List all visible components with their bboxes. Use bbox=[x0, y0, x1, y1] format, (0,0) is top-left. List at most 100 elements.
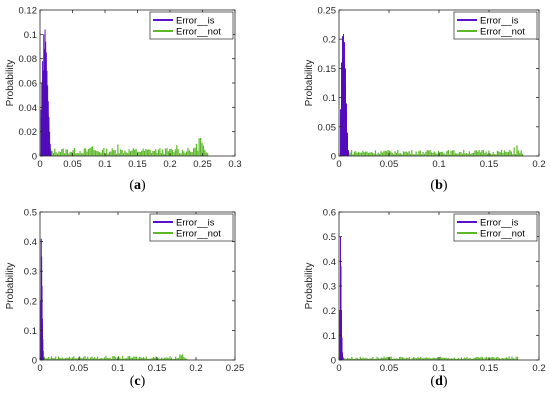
y-tick-label: 0.1 bbox=[24, 30, 37, 41]
y-tick-label: 0.04 bbox=[19, 103, 38, 114]
y-tick-label: 0.1 bbox=[24, 326, 37, 337]
legend-label: Error__is bbox=[176, 218, 215, 229]
caption-letter: c bbox=[134, 374, 140, 389]
y-tick-label: 0 bbox=[331, 152, 336, 163]
y-tick-label: 0 bbox=[32, 356, 37, 367]
caption-letter: a bbox=[134, 178, 141, 193]
legend-label: Error__not bbox=[176, 229, 221, 240]
caption: (d) bbox=[430, 374, 447, 389]
x-tick-label: 0.25 bbox=[193, 159, 212, 170]
x-tick-label: 0.2 bbox=[189, 363, 202, 374]
x-tick-label: 0.1 bbox=[432, 159, 445, 170]
legend-box bbox=[453, 213, 538, 242]
y-tick-label: 0.12 bbox=[19, 6, 38, 17]
chart-d: 0 0.05 0.1 0.15 0.2 0 0.1 0.2 0.3 0.4 0.5 0.6 Probab… bbox=[304, 208, 546, 390]
x-tick-label: 0.2 bbox=[163, 159, 176, 170]
x-tick-label: 0.2 bbox=[532, 159, 545, 170]
y-tick-label: 0.02 bbox=[19, 127, 38, 138]
caption-open: ( bbox=[430, 178, 435, 193]
legend-box bbox=[149, 11, 234, 40]
legend-label: Error__is bbox=[480, 16, 519, 27]
x-axis: 0 0.05 0.1 0.15 0.2 bbox=[336, 10, 546, 170]
x-tick-label: 0.3 bbox=[228, 159, 241, 170]
caption-close: ) bbox=[141, 374, 146, 389]
y-tick-label: 0.3 bbox=[323, 282, 336, 293]
y-tick-label: 0 bbox=[32, 152, 37, 163]
x-tick-label: 0 bbox=[37, 159, 42, 170]
x-tick-label: 0.05 bbox=[380, 363, 399, 374]
axes-frame bbox=[39, 211, 236, 361]
x-axis: 0 0.05 0.1 0.15 0.2 0.25 0.3 bbox=[37, 10, 242, 170]
x-tick-label: 0.15 bbox=[128, 159, 147, 170]
x-tick-label: 0.15 bbox=[480, 363, 499, 374]
y-tick-label: 0 bbox=[331, 356, 336, 367]
x-tick-label: 0.1 bbox=[98, 159, 111, 170]
y-tick-label: 0.05 bbox=[318, 122, 337, 133]
x-tick-label: 0.2 bbox=[532, 363, 545, 374]
x-tick-label: 0.25 bbox=[226, 363, 245, 374]
y-tick-label: 0.2 bbox=[24, 296, 37, 307]
y-tick-label: 0.15 bbox=[318, 64, 337, 75]
y-axis: 0 0.1 0.2 0.3 0.4 0.5 bbox=[24, 208, 235, 367]
x-tick-label: 0.15 bbox=[148, 363, 167, 374]
y-tick-label: 0.3 bbox=[24, 267, 37, 278]
y-tick-label: 0.2 bbox=[323, 35, 336, 46]
legend-label: Error__not bbox=[176, 27, 221, 38]
y-tick-label: 0.6 bbox=[323, 208, 336, 219]
legend-box bbox=[149, 213, 234, 242]
chart-b: 0 0.05 0.1 0.15 0.2 0 0.05 0.1 0.15 0.2 0.25 Probab… bbox=[304, 6, 546, 194]
caption-close: ) bbox=[141, 178, 146, 193]
legend-label: Error__not bbox=[480, 27, 525, 38]
caption: (b) bbox=[430, 178, 447, 193]
y-axis-label: Probability bbox=[304, 60, 315, 107]
x-tick-label: 0 bbox=[37, 363, 42, 374]
y-tick-label: 0.1 bbox=[323, 331, 336, 342]
chart-c: 0 0.05 0.1 0.15 0.2 0.25 0 0.1 0.2 0.3 0.4 0.5 Proba… bbox=[5, 208, 244, 390]
x-tick-label: 0.05 bbox=[63, 159, 82, 170]
y-axis-label: Probability bbox=[5, 263, 16, 310]
caption-letter: b bbox=[435, 178, 443, 193]
y-tick-label: 0.1 bbox=[323, 93, 336, 104]
caption: (c) bbox=[130, 374, 146, 389]
y-axis: 0 0.05 0.1 0.15 0.2 0.25 bbox=[318, 6, 539, 163]
x-tick-label: 0 bbox=[336, 159, 341, 170]
x-axis: 0 0.05 0.1 0.15 0.2 0.25 bbox=[37, 212, 244, 374]
caption-open: ( bbox=[130, 374, 135, 389]
caption-close: ) bbox=[443, 178, 448, 193]
y-tick-label: 0.08 bbox=[19, 54, 38, 65]
x-tick-label: 0.1 bbox=[432, 363, 445, 374]
x-tick-label: 0.15 bbox=[480, 159, 499, 170]
series-error-is bbox=[40, 29, 52, 157]
x-tick-label: 0 bbox=[336, 363, 341, 374]
legend-label: Error__is bbox=[480, 218, 519, 229]
x-tick-label: 0.05 bbox=[70, 363, 89, 374]
y-axis-label: Probability bbox=[304, 263, 315, 310]
y-tick-label: 0.06 bbox=[19, 79, 38, 90]
x-tick-label: 0.05 bbox=[380, 159, 399, 170]
caption: (a) bbox=[129, 178, 146, 193]
x-tick-label: 0.1 bbox=[111, 363, 124, 374]
y-tick-label: 0.4 bbox=[323, 257, 336, 268]
caption-close: ) bbox=[443, 374, 448, 389]
y-axis-label: Probability bbox=[5, 60, 16, 107]
y-tick-label: 0.2 bbox=[323, 306, 336, 317]
y-tick-label: 0.5 bbox=[323, 232, 336, 243]
chart-a: 0 0.05 0.1 0.15 0.2 0.25 0.300.020.040.060.080… bbox=[5, 6, 242, 194]
caption-open: ( bbox=[129, 178, 134, 193]
legend-box bbox=[453, 11, 538, 40]
legend-label: Error__is bbox=[176, 16, 215, 27]
y-tick-label: 0.4 bbox=[24, 237, 37, 248]
legend-label: Error__not bbox=[480, 229, 525, 240]
y-tick-label: 0.25 bbox=[318, 6, 337, 17]
series-error-is bbox=[340, 33, 349, 157]
series-error-not bbox=[345, 145, 524, 156]
y-axis: 0 0.02 0.04 0.06 0.08 0.1 0.12 bbox=[19, 6, 235, 163]
y-tick-label: 0.5 bbox=[24, 208, 37, 219]
caption-open: ( bbox=[430, 374, 435, 389]
caption-letter: d bbox=[435, 374, 443, 389]
